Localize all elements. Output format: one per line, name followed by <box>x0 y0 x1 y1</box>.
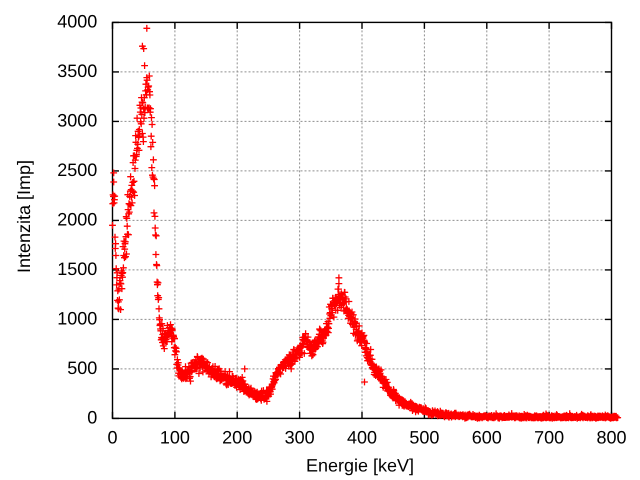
svg-text:500: 500 <box>409 428 439 448</box>
svg-text:300: 300 <box>285 428 315 448</box>
svg-text:700: 700 <box>534 428 564 448</box>
svg-text:500: 500 <box>67 358 97 378</box>
svg-text:1000: 1000 <box>57 308 97 328</box>
svg-text:100: 100 <box>160 428 190 448</box>
svg-text:800: 800 <box>596 428 626 448</box>
svg-text:3500: 3500 <box>57 61 97 81</box>
svg-text:1500: 1500 <box>57 259 97 279</box>
svg-text:400: 400 <box>347 428 377 448</box>
svg-text:600: 600 <box>472 428 502 448</box>
svg-text:Intenzita [Imp]: Intenzita [Imp] <box>14 160 34 273</box>
svg-text:200: 200 <box>222 428 252 448</box>
svg-text:0: 0 <box>107 428 117 448</box>
svg-text:0: 0 <box>87 407 97 427</box>
svg-text:3000: 3000 <box>57 110 97 130</box>
svg-text:Energie [keV]: Energie [keV] <box>306 456 414 476</box>
svg-text:2500: 2500 <box>57 160 97 180</box>
svg-text:2000: 2000 <box>57 209 97 229</box>
svg-text:4000: 4000 <box>57 11 97 31</box>
